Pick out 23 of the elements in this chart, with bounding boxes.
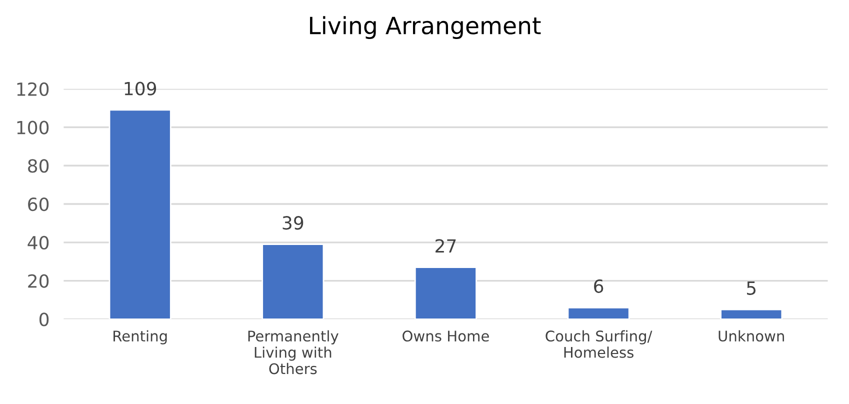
y-tick-label: 80 (28, 159, 49, 173)
x-tick-label: Owns Home (402, 330, 489, 342)
x-tick-label: Unknown (718, 330, 784, 342)
data-label: 27 (436, 239, 456, 252)
bar (567, 306, 630, 320)
y-tick-label: 100 (17, 120, 49, 134)
data-label: 39 (282, 216, 304, 230)
bar (414, 266, 477, 320)
chart-title: Living Arrangement (310, 16, 541, 40)
x-tick-label: Renting (114, 330, 167, 344)
bar (108, 109, 172, 320)
y-tick-label: 120 (17, 82, 49, 96)
bar (262, 244, 324, 320)
data-label: 109 (124, 82, 156, 96)
y-tick-label: 40 (28, 236, 49, 250)
data-label: 6 (594, 279, 604, 294)
x-tick-label: Permanently Living with Others (248, 330, 338, 374)
y-tick-label: 60 (28, 197, 49, 212)
data-label: 5 (747, 282, 756, 295)
x-tick-label: Couch Surfing/ Homeless (546, 330, 652, 358)
y-tick-label: 0 (39, 312, 49, 326)
y-tick-label: 20 (28, 274, 49, 288)
bar (720, 308, 783, 320)
